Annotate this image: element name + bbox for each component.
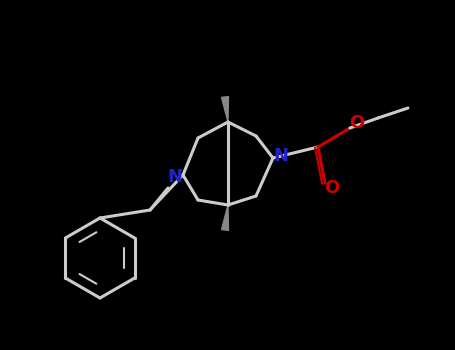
Polygon shape — [222, 205, 228, 230]
Polygon shape — [222, 97, 228, 122]
Text: N: N — [167, 168, 182, 186]
Text: N: N — [273, 147, 288, 165]
Text: O: O — [349, 114, 364, 132]
Text: O: O — [324, 179, 339, 197]
